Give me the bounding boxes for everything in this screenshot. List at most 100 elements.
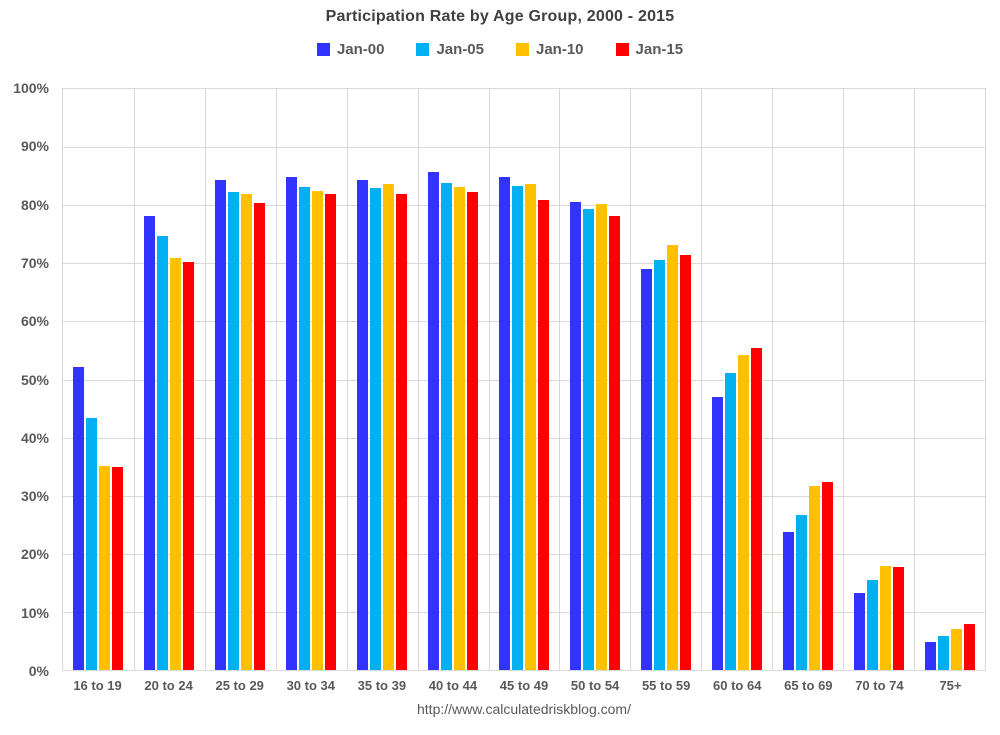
bar <box>99 466 111 670</box>
bar <box>396 194 408 670</box>
legend-label: Jan-10 <box>536 41 584 58</box>
y-axis-label: 60% <box>20 313 49 330</box>
horizontal-gridline <box>63 437 985 439</box>
legend-swatch-icon <box>615 43 629 56</box>
legend-swatch-icon <box>516 43 529 56</box>
bar-groups <box>63 89 985 670</box>
bar <box>853 592 865 670</box>
vertical-gridline <box>914 89 916 670</box>
horizontal-gridline <box>63 147 985 149</box>
y-axis-label: 40% <box>20 429 49 446</box>
bar <box>254 203 266 670</box>
bar <box>866 579 878 670</box>
bar <box>383 183 395 670</box>
x-axis-label: 55 to 59 <box>641 678 691 693</box>
bar <box>892 566 904 670</box>
bar <box>737 354 749 670</box>
bar <box>808 485 820 670</box>
bar <box>924 641 936 670</box>
horizontal-gridline <box>63 553 985 555</box>
bar-group <box>489 89 560 670</box>
vertical-gridline <box>204 89 206 670</box>
vertical-gridline <box>417 89 419 670</box>
vertical-gridline <box>133 89 135 670</box>
y-axis-label: 100% <box>13 80 49 96</box>
bar <box>73 367 85 670</box>
bar <box>950 628 962 670</box>
bar <box>537 199 549 670</box>
x-axis-label: 25 to 29 <box>215 678 264 693</box>
bar <box>595 204 607 670</box>
bar <box>724 372 736 670</box>
x-axis-label: 70 to 74 <box>855 678 904 693</box>
bar <box>144 215 156 670</box>
bar <box>299 187 311 670</box>
horizontal-gridline <box>63 495 985 497</box>
bar <box>86 417 98 670</box>
x-axis-label: 30 to 34 <box>286 678 335 693</box>
horizontal-gridline <box>63 205 985 207</box>
x-axis-label: 75+ <box>939 678 962 693</box>
y-axis-label: 10% <box>20 604 49 621</box>
x-axis-label: 50 to 54 <box>570 678 620 693</box>
y-axis-label: 70% <box>20 254 49 271</box>
bar-group <box>63 89 134 670</box>
y-axis-label: 90% <box>20 138 49 155</box>
bar-group <box>630 89 701 670</box>
bar <box>795 515 807 670</box>
bar <box>157 236 169 670</box>
bar <box>183 262 195 670</box>
bar-group <box>772 89 843 670</box>
y-axis: 0% 10% 20% 30% 40% 50% 60% 70% 80% 90% 100% <box>0 80 56 679</box>
legend-swatch-icon <box>316 43 330 56</box>
legend-label: Jan-15 <box>635 41 684 58</box>
bar <box>241 194 253 670</box>
bar <box>312 191 324 670</box>
bar <box>608 215 620 670</box>
y-axis-label: 50% <box>20 371 49 388</box>
bar <box>569 201 581 670</box>
bar <box>679 255 691 670</box>
bar <box>441 182 453 670</box>
chart-title: Participation Rate by Age Group, 2000 - … <box>325 8 675 25</box>
bar <box>937 635 949 670</box>
y-axis-label: 0% <box>28 663 49 679</box>
vertical-gridline <box>630 89 632 670</box>
legend-item: Jan-10 <box>516 41 584 58</box>
bar <box>286 177 298 670</box>
y-axis-label: 20% <box>20 546 49 563</box>
bar <box>357 179 369 670</box>
y-axis-label: 30% <box>20 488 49 505</box>
horizontal-gridline <box>63 611 985 613</box>
bar <box>498 177 510 670</box>
x-axis-label: 20 to 24 <box>144 678 193 693</box>
legend-item: Jan-00 <box>316 41 385 58</box>
x-axis-label: 65 to 69 <box>784 678 833 693</box>
bar <box>511 186 523 670</box>
vertical-gridline <box>559 89 561 670</box>
x-axis: 16 to 19 20 to 24 25 to 29 30 to 34 35 to 39… <box>62 678 986 693</box>
vertical-gridline <box>772 89 774 670</box>
legend-item: Jan-05 <box>416 41 484 58</box>
bar <box>370 188 382 670</box>
legend-item: Jan-15 <box>615 41 684 58</box>
bar <box>666 244 678 670</box>
horizontal-gridline <box>63 321 985 323</box>
bar-group <box>701 89 772 670</box>
bar-group <box>205 89 276 670</box>
vertical-gridline <box>346 89 348 670</box>
x-axis-label: 16 to 19 <box>73 678 122 693</box>
legend-label: Jan-00 <box>336 41 385 58</box>
vertical-gridline <box>488 89 490 670</box>
bar <box>879 566 891 670</box>
x-axis-label: 45 to 49 <box>499 678 549 693</box>
bar <box>711 396 723 670</box>
chart-legend: Jan-00 Jan-05 Jan-10 Jan-15 <box>0 41 1000 58</box>
bar <box>170 258 182 670</box>
vertical-gridline <box>701 89 703 670</box>
x-axis-label: 60 to 64 <box>713 678 762 693</box>
x-axis-label: 40 to 44 <box>428 678 478 693</box>
bar-group <box>559 89 630 670</box>
bar <box>454 186 466 670</box>
